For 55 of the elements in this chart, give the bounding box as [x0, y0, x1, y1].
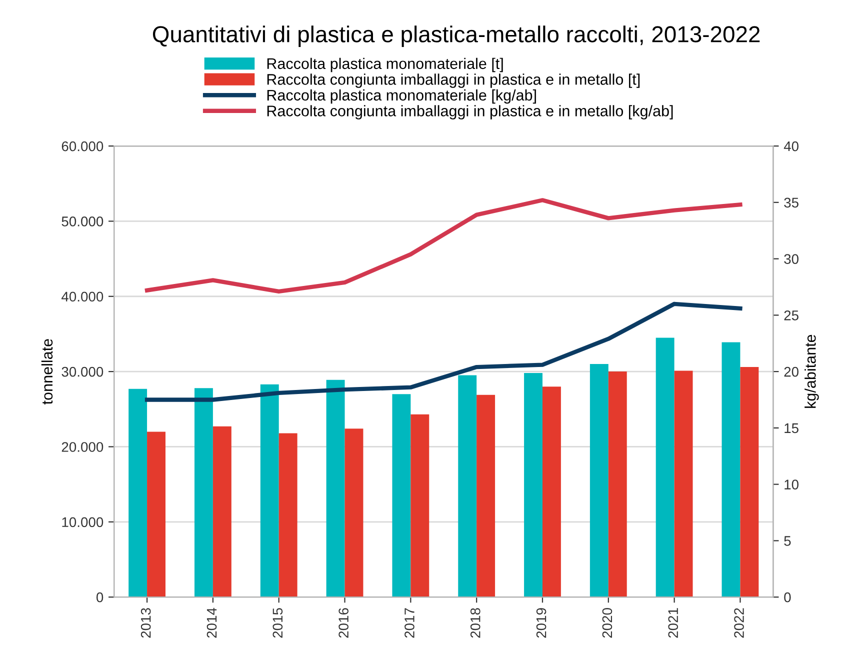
x-tick-label: 2016: [338, 608, 348, 638]
y-tick-label: 50.000: [62, 216, 104, 226]
y-axis-title: tonnellate: [41, 339, 53, 404]
bar: [608, 372, 627, 598]
y-tick-label: 60.000: [62, 141, 104, 152]
chart-title: Quantitativi di plastica e plastica-metallo raccolti, 2013-2022: [152, 26, 760, 47]
x-tick-label: 2017: [404, 608, 414, 638]
y2-tick-label: 20: [784, 366, 798, 377]
y2-tick-label: 35: [784, 198, 798, 208]
x-tick-label: 2019: [536, 608, 546, 638]
bar: [524, 373, 542, 598]
x-tick-label: 2015: [272, 608, 283, 638]
y2-tick-label: 15: [784, 423, 798, 434]
y2-tick-label: 30: [784, 254, 798, 264]
bar: [392, 394, 411, 598]
legend-label: Raccolta congiunta imballaggi in plastica e in metallo [kg/ab]: [267, 105, 673, 120]
bar: [128, 388, 148, 598]
y2-axis-title: kg/abitante: [804, 334, 819, 408]
x-tick-label: 2020: [602, 608, 612, 638]
y-tick-label: 30.000: [62, 366, 104, 377]
y-tick-label: 20.000: [62, 442, 104, 452]
y-tick-label: 10.000: [62, 517, 104, 528]
y2-tick-label: 10: [784, 480, 798, 490]
bar: [194, 388, 213, 598]
x-tick-label: 2022: [734, 608, 744, 638]
line-series: [144, 302, 742, 402]
bar: [212, 426, 232, 598]
bar: [674, 370, 693, 598]
bar: [476, 394, 496, 598]
bar: [656, 338, 674, 598]
x-tick-label: 2013: [140, 608, 151, 638]
y-tick-label: 0: [96, 592, 104, 602]
bar: [278, 433, 298, 598]
bar: [458, 375, 477, 598]
legend-label: Raccolta plastica monomateriale [kg/ab]: [267, 89, 536, 104]
x-tick-label: 2014: [206, 608, 217, 638]
bar: [542, 386, 561, 598]
y2-tick-label: 0: [784, 592, 791, 602]
y-tick-label: 40.000: [62, 292, 104, 302]
x-tick-label: 2018: [470, 608, 480, 638]
y2-tick-label: 40: [784, 141, 798, 152]
bar: [344, 428, 364, 598]
y2-tick-label: 5: [784, 536, 791, 546]
bar: [740, 367, 759, 598]
x-tick-label: 2021: [668, 608, 678, 638]
line-series: [144, 198, 742, 294]
bar: [590, 364, 608, 598]
y2-tick-label: 25: [784, 310, 798, 320]
legend-label: Raccolta congiunta imballaggi in plastica e in metallo [t]: [267, 74, 640, 88]
bar: [147, 432, 166, 598]
bar: [260, 384, 279, 598]
legend-label: Raccolta plastica monomateriale [t]: [267, 58, 503, 72]
bar: [722, 342, 740, 598]
bar: [326, 380, 345, 598]
bar: [410, 414, 430, 598]
